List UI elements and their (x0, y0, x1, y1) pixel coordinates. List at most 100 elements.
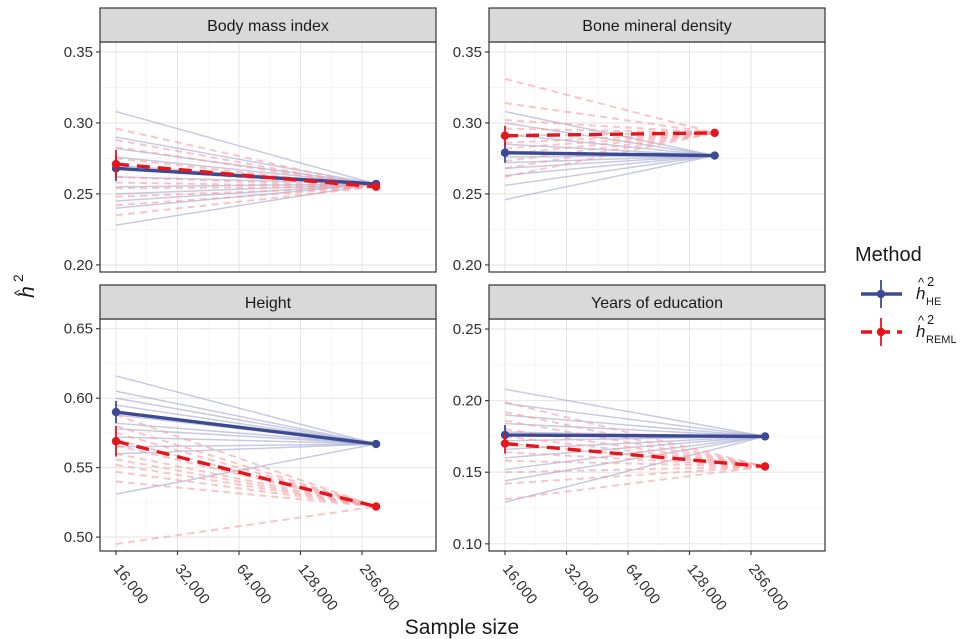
replicate-line-reml (504, 419, 766, 468)
y-tick-label: 0.15 (453, 464, 482, 481)
legend-item-reml: ^h2 REML (861, 312, 957, 346)
legend-label-hat: ^ (918, 313, 925, 328)
replicate-line-he (504, 414, 766, 438)
series-line-he (115, 410, 377, 446)
panel-title: Height (245, 295, 292, 312)
y-tick-label: 0.20 (453, 257, 482, 274)
y-tick-label: 0.30 (64, 115, 93, 132)
replicate-line-reml (115, 127, 377, 188)
x-tick-label: 64,000 (233, 561, 275, 608)
replicate-line-he (504, 154, 715, 177)
y-tick-label: 0.20 (64, 257, 93, 274)
replicate-line-he (504, 435, 766, 471)
legend-key-point (876, 327, 886, 337)
y-tick-label: 0.25 (453, 321, 482, 338)
x-tick-label: 16,000 (110, 561, 152, 608)
panel-title: Body mass index (207, 18, 329, 35)
y-tick-label: 0.25 (453, 186, 482, 203)
legend-label-symbol: h (916, 284, 925, 303)
y-tick-label: 0.65 (64, 321, 93, 338)
legend-label-sub: REML (926, 334, 957, 346)
data-point-he (500, 148, 510, 157)
replicate-line-reml (115, 425, 377, 508)
y-tick-label: 0.55 (64, 460, 93, 477)
replicate-line-he (504, 110, 715, 157)
data-point-reml (500, 439, 510, 448)
replicate-line-reml (115, 480, 377, 508)
legend-label-sup: 2 (927, 274, 934, 289)
panel-bone-mineral-density: Bone mineral density 0.20 0.25 0.30 0.35 (453, 7, 826, 274)
x-tick-label: 256,000 (356, 561, 403, 614)
panel-title: Years of education (591, 295, 723, 312)
legend-item-he: ^h2 HE (861, 274, 941, 308)
series-line-he (504, 433, 766, 439)
panel-strip (488, 284, 826, 320)
replicate-line-reml (504, 411, 766, 468)
panel-strip (99, 284, 437, 320)
data-point-he (760, 432, 770, 441)
data-point-reml (371, 182, 381, 192)
data-point-reml (760, 462, 770, 471)
replicate-line-he (504, 422, 766, 438)
y-tick-label: 0.60 (64, 390, 93, 407)
legend-label: ^h2 REML (916, 312, 957, 346)
replicate-line-he (504, 154, 715, 170)
legend-label-sub: HE (926, 296, 941, 308)
replicate-line-reml (115, 431, 377, 508)
panel-body-mass-index: Body mass index 0.20 0.25 0.30 0.35 (64, 7, 437, 274)
replicate-line-he (504, 435, 766, 459)
data-point-he (111, 407, 121, 417)
replicate-line-reml (115, 185, 377, 207)
y-axis-title: h ^ 2 (10, 274, 39, 298)
replicate-line-reml (115, 463, 377, 508)
y-tick-label: 0.10 (453, 536, 482, 553)
x-tick-label: 16,000 (499, 561, 541, 608)
x-tick-label: 128,000 (683, 561, 730, 614)
replicate-line-reml (115, 470, 377, 508)
data-point-reml (500, 131, 510, 140)
y-axis-title-sup: 2 (10, 274, 26, 282)
panel-height: Height 0.50 0.55 0.60 0.65 (64, 284, 437, 552)
data-point-reml (111, 159, 121, 169)
replicate-line-he (504, 402, 766, 438)
legend-label: ^h2 HE (916, 274, 941, 308)
y-tick-label: 0.25 (64, 186, 93, 203)
series-line-reml (115, 162, 377, 189)
y-axis-title-hat: ^ (11, 289, 27, 296)
x-tick-label: 256,000 (745, 561, 792, 614)
y-tick-label: 0.50 (64, 529, 93, 546)
x-axis-layer: 16,000 32,000 64,000 128,000 256,000 16,000 32… (110, 551, 792, 614)
replicate-line-he (504, 133, 715, 157)
data-point-reml (371, 502, 381, 511)
replicate-line-he (115, 422, 377, 445)
legend-title: Method (855, 244, 922, 266)
replicate-line-reml (504, 465, 766, 501)
legend-label-symbol: h (916, 322, 925, 341)
series-line-reml (504, 441, 766, 469)
data-point-he (710, 151, 719, 160)
y-axis-title-h: h (16, 286, 39, 298)
x-tick-label: 64,000 (622, 561, 664, 608)
x-tick-label: 128,000 (294, 561, 341, 614)
data-point-reml (111, 437, 121, 446)
panel-strip (99, 7, 437, 43)
y-tick-label: 0.30 (453, 115, 482, 132)
replicate-line-he (115, 110, 377, 185)
replicate-line-reml (115, 444, 377, 508)
x-tick-label: 32,000 (171, 561, 213, 608)
replicate-line-reml (115, 413, 377, 508)
replicate-line-reml (504, 428, 766, 468)
replicate-line-he (504, 122, 715, 157)
panel-title: Bone mineral density (582, 18, 731, 35)
legend-label-hat: ^ (918, 275, 925, 290)
replicate-line-he (115, 390, 377, 445)
legend-key-point (876, 289, 886, 299)
data-point-reml (710, 128, 719, 138)
y-tick-label: 0.35 (64, 44, 93, 61)
replicate-line-he (504, 435, 766, 482)
replicate-line-reml (115, 505, 377, 546)
legend-label-sup: 2 (927, 312, 934, 327)
data-point-he (371, 439, 381, 449)
